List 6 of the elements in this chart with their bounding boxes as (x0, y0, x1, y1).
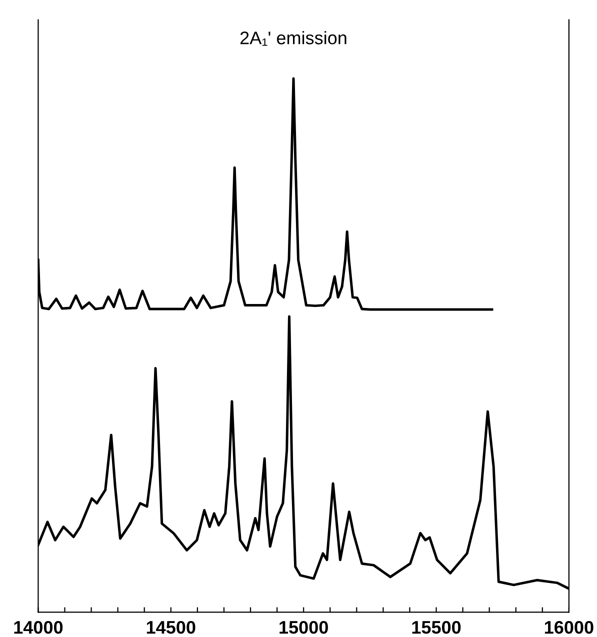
x-tick-label: 14000 (14, 620, 63, 634)
x-tick-label: 15000 (280, 620, 328, 634)
x-tick-label: 15500 (412, 620, 461, 634)
x-tick-label: 14500 (146, 620, 196, 634)
x-tick-label: 16000 (544, 620, 594, 634)
annotation: 2A₁' emission (240, 31, 346, 46)
